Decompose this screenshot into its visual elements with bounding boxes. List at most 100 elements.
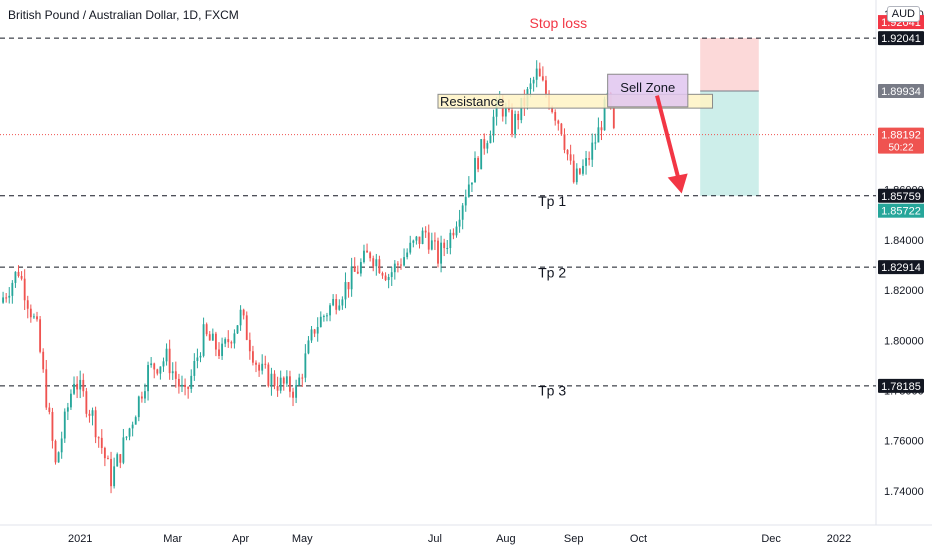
- candle-body[interactable]: [51, 411, 54, 441]
- candle-body[interactable]: [612, 107, 615, 128]
- candle-body[interactable]: [168, 348, 171, 374]
- candle-body[interactable]: [489, 135, 492, 144]
- candle-body[interactable]: [295, 385, 298, 398]
- candle-body[interactable]: [230, 342, 233, 344]
- candle-body[interactable]: [541, 76, 544, 81]
- candle-body[interactable]: [335, 299, 338, 310]
- candle-body[interactable]: [427, 232, 430, 250]
- candle-body[interactable]: [563, 134, 566, 150]
- candle-body[interactable]: [224, 339, 227, 344]
- candle-body[interactable]: [150, 363, 153, 366]
- candle-body[interactable]: [184, 384, 186, 387]
- candle-body[interactable]: [474, 157, 476, 183]
- candle-body[interactable]: [276, 385, 279, 391]
- candle-body[interactable]: [480, 139, 483, 170]
- candle-body[interactable]: [54, 440, 57, 463]
- candle-body[interactable]: [199, 355, 202, 358]
- candle-body[interactable]: [477, 157, 480, 170]
- candle-body[interactable]: [45, 369, 48, 408]
- candle-body[interactable]: [458, 219, 461, 227]
- candle-body[interactable]: [483, 139, 486, 149]
- candle-body[interactable]: [264, 363, 267, 365]
- candle-body[interactable]: [70, 393, 72, 408]
- candle-body[interactable]: [196, 357, 199, 362]
- candle-body[interactable]: [338, 305, 341, 310]
- candle-body[interactable]: [97, 437, 100, 439]
- candle-body[interactable]: [433, 240, 436, 242]
- candle-body[interactable]: [322, 316, 325, 318]
- candle-body[interactable]: [140, 396, 143, 399]
- candle-body[interactable]: [301, 377, 304, 379]
- candle-body[interactable]: [8, 295, 11, 298]
- candle-body[interactable]: [270, 373, 273, 387]
- candle-body[interactable]: [461, 205, 464, 220]
- candle-body[interactable]: [131, 424, 134, 429]
- candle-body[interactable]: [79, 379, 82, 390]
- candle-body[interactable]: [39, 319, 42, 352]
- candle-body[interactable]: [36, 316, 38, 320]
- candle-body[interactable]: [359, 262, 362, 274]
- candle-body[interactable]: [578, 168, 581, 174]
- candle-body[interactable]: [603, 99, 606, 131]
- candle-body[interactable]: [329, 305, 331, 316]
- candle-body[interactable]: [307, 340, 310, 354]
- candle-body[interactable]: [319, 316, 322, 328]
- candle-body[interactable]: [242, 309, 245, 316]
- candle-body[interactable]: [582, 165, 584, 174]
- candle-body[interactable]: [137, 396, 140, 418]
- candle-body[interactable]: [585, 158, 587, 166]
- candle-body[interactable]: [267, 364, 270, 387]
- candle-body[interactable]: [211, 333, 214, 341]
- candle-body[interactable]: [119, 454, 122, 463]
- candle-body[interactable]: [353, 266, 356, 272]
- candle-body[interactable]: [452, 232, 455, 236]
- candle-body[interactable]: [344, 282, 347, 300]
- candle-body[interactable]: [218, 349, 220, 356]
- candle-body[interactable]: [255, 362, 257, 365]
- candle-body[interactable]: [347, 282, 350, 290]
- candle-body[interactable]: [517, 113, 520, 121]
- candle-body[interactable]: [174, 371, 177, 379]
- candle-body[interactable]: [455, 226, 458, 236]
- candle-body[interactable]: [82, 379, 85, 392]
- candle-body[interactable]: [144, 391, 146, 399]
- candle-body[interactable]: [369, 252, 372, 259]
- candle-body[interactable]: [103, 447, 106, 459]
- sell-zone[interactable]: [607, 73, 689, 108]
- candle-body[interactable]: [94, 410, 97, 438]
- candle-body[interactable]: [187, 386, 190, 389]
- candle-body[interactable]: [390, 272, 393, 278]
- candle-body[interactable]: [63, 411, 66, 439]
- candle-body[interactable]: [60, 438, 63, 453]
- candle-body[interactable]: [258, 364, 261, 371]
- candle-body[interactable]: [538, 68, 541, 77]
- candle-body[interactable]: [418, 236, 421, 244]
- candle-body[interactable]: [600, 127, 603, 131]
- candle-body[interactable]: [396, 263, 399, 265]
- candle-body[interactable]: [363, 250, 365, 263]
- candle-body[interactable]: [350, 266, 353, 290]
- candle-body[interactable]: [208, 334, 211, 341]
- candle-body[interactable]: [406, 252, 409, 258]
- candle-body[interactable]: [341, 299, 344, 306]
- candle-body[interactable]: [446, 247, 449, 249]
- candle-body[interactable]: [113, 466, 116, 487]
- candle-body[interactable]: [372, 258, 375, 267]
- candle-body[interactable]: [443, 242, 446, 249]
- candle-body[interactable]: [227, 339, 230, 343]
- candle-body[interactable]: [378, 259, 381, 274]
- candle-body[interactable]: [221, 343, 224, 356]
- candle-body[interactable]: [76, 383, 79, 390]
- candle-body[interactable]: [594, 142, 597, 144]
- candle-body[interactable]: [400, 264, 402, 266]
- candle-body[interactable]: [245, 315, 248, 340]
- candle-body[interactable]: [279, 377, 282, 391]
- candle-body[interactable]: [88, 413, 91, 416]
- candle-body[interactable]: [125, 436, 128, 438]
- candle-body[interactable]: [100, 437, 103, 448]
- candle-body[interactable]: [597, 127, 600, 143]
- candle-body[interactable]: [165, 348, 168, 362]
- candle-body[interactable]: [29, 308, 32, 318]
- candle-body[interactable]: [214, 333, 217, 350]
- candle-body[interactable]: [415, 236, 418, 241]
